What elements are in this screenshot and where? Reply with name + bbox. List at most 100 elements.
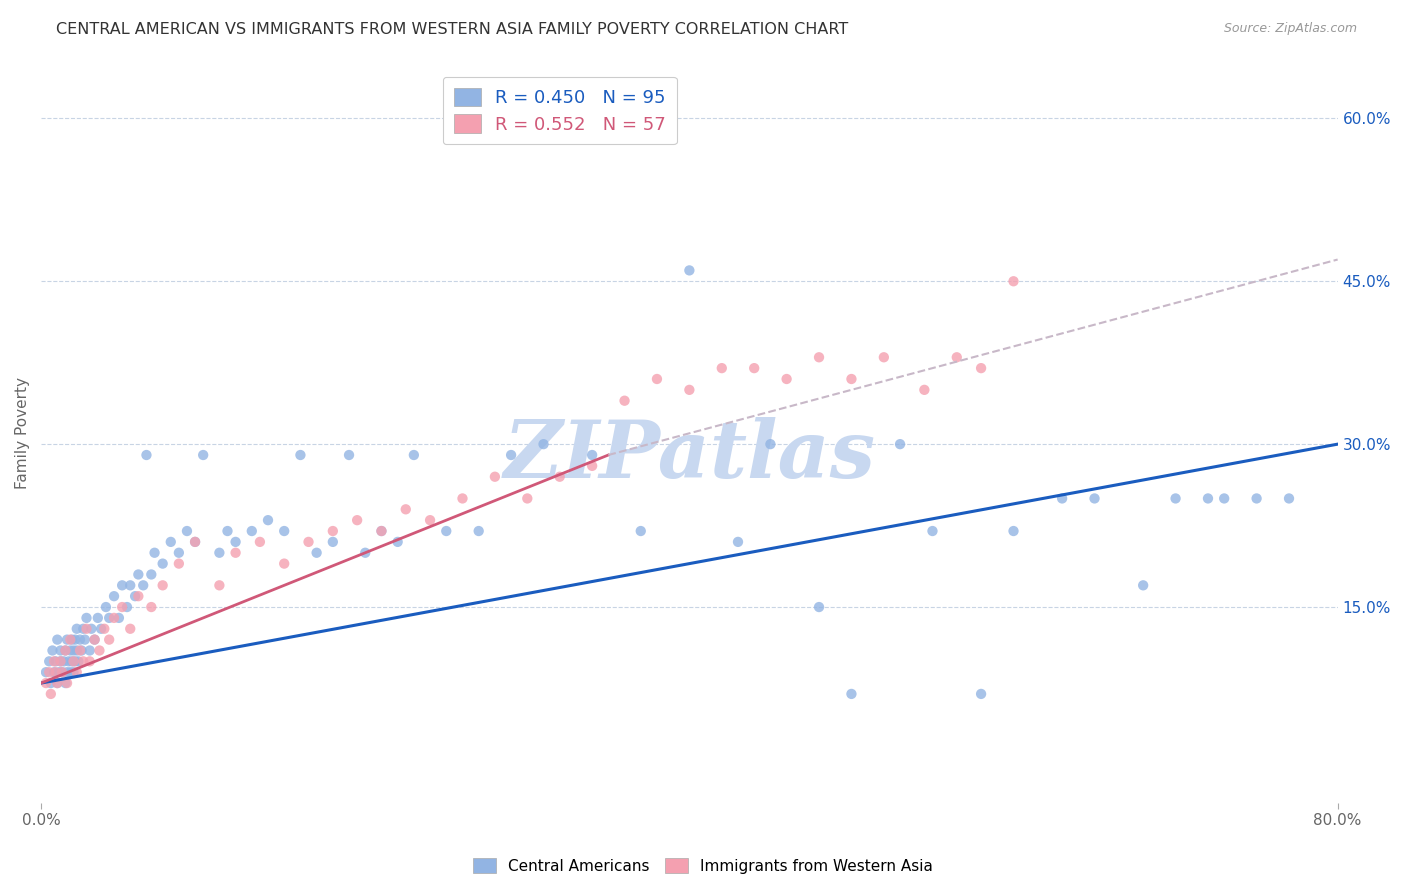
Text: Source: ZipAtlas.com: Source: ZipAtlas.com: [1223, 22, 1357, 36]
Point: [727, 534, 749, 549]
Y-axis label: Family Poverty: Family Poverty: [15, 377, 30, 490]
Point: [613, 393, 636, 408]
Point: [60, 632, 83, 647]
Point: [1132, 578, 1154, 592]
Point: [46, 632, 69, 647]
Point: [225, 534, 247, 549]
Point: [66, 665, 89, 680]
Point: [970, 687, 993, 701]
Point: [946, 351, 969, 365]
Point: [912, 383, 935, 397]
Point: [46, 676, 69, 690]
Point: [451, 491, 474, 506]
Point: [45, 654, 67, 668]
Point: [516, 491, 538, 506]
Legend: R = 0.450   N = 95, R = 0.552   N = 57: R = 0.450 N = 95, R = 0.552 N = 57: [443, 77, 676, 145]
Point: [120, 622, 142, 636]
Point: [56, 632, 79, 647]
Point: [1164, 491, 1187, 506]
Point: [273, 524, 295, 538]
Point: [419, 513, 441, 527]
Point: [124, 589, 146, 603]
Point: [76, 622, 98, 636]
Point: [66, 643, 89, 657]
Point: [290, 448, 312, 462]
Point: [58, 654, 80, 668]
Point: [370, 524, 392, 538]
Point: [115, 600, 138, 615]
Point: [208, 546, 231, 560]
Point: [484, 469, 506, 483]
Point: [103, 611, 125, 625]
Point: [132, 578, 155, 592]
Point: [45, 665, 67, 680]
Point: [67, 654, 90, 668]
Point: [167, 546, 190, 560]
Point: [135, 448, 157, 462]
Point: [62, 643, 84, 657]
Point: [39, 676, 62, 690]
Point: [76, 611, 98, 625]
Point: [56, 676, 79, 690]
Point: [630, 524, 652, 538]
Point: [79, 654, 101, 668]
Point: [55, 676, 77, 690]
Point: [55, 643, 77, 657]
Point: [152, 557, 174, 571]
Point: [240, 524, 263, 538]
Point: [167, 557, 190, 571]
Point: [434, 524, 457, 538]
Point: [59, 643, 82, 657]
Point: [159, 534, 181, 549]
Point: [354, 546, 377, 560]
Point: [322, 534, 344, 549]
Point: [297, 534, 319, 549]
Point: [217, 524, 239, 538]
Point: [249, 534, 271, 549]
Point: [467, 524, 489, 538]
Point: [38, 665, 60, 680]
Point: [273, 557, 295, 571]
Point: [55, 643, 77, 657]
Point: [35, 676, 58, 690]
Point: [70, 643, 93, 657]
Point: [841, 372, 863, 386]
Point: [62, 665, 84, 680]
Point: [841, 687, 863, 701]
Point: [69, 632, 91, 647]
Point: [42, 654, 65, 668]
Point: [42, 665, 65, 680]
Point: [208, 578, 231, 592]
Point: [370, 524, 392, 538]
Point: [143, 546, 166, 560]
Point: [127, 567, 149, 582]
Point: [184, 534, 207, 549]
Point: [38, 654, 60, 668]
Point: [120, 578, 142, 592]
Point: [305, 546, 328, 560]
Point: [51, 665, 73, 680]
Point: [63, 654, 86, 668]
Point: [645, 372, 668, 386]
Point: [87, 611, 110, 625]
Point: [402, 448, 425, 462]
Point: [678, 263, 700, 277]
Point: [742, 361, 765, 376]
Point: [49, 654, 72, 668]
Point: [387, 534, 409, 549]
Point: [257, 513, 280, 527]
Point: [111, 578, 134, 592]
Point: [51, 665, 73, 680]
Point: [62, 654, 84, 668]
Point: [39, 687, 62, 701]
Point: [49, 654, 72, 668]
Point: [127, 589, 149, 603]
Point: [59, 665, 82, 680]
Point: [89, 643, 111, 657]
Point: [56, 665, 79, 680]
Point: [90, 622, 112, 636]
Point: [80, 622, 103, 636]
Point: [1002, 524, 1025, 538]
Point: [1213, 491, 1236, 506]
Point: [322, 524, 344, 538]
